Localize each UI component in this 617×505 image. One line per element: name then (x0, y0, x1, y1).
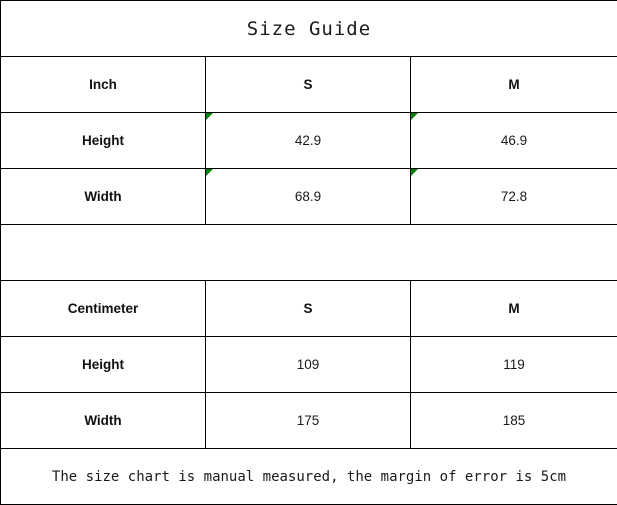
value-cm-height-m: 119 (410, 336, 617, 393)
value-text: 72.8 (500, 189, 528, 204)
column-header-inch-m: M (410, 56, 617, 113)
unit-header-centimeter: Centimeter (0, 280, 206, 337)
column-header-cm-s: S (205, 280, 411, 337)
comment-marker-icon (411, 113, 418, 120)
column-header-inch-s: S (205, 56, 411, 113)
comment-marker-icon (206, 169, 213, 176)
value-cm-height-s: 109 (205, 336, 411, 393)
table-row: Width 175 185 (0, 392, 617, 449)
column-header-cm-m: M (410, 280, 617, 337)
table-row: Height 109 119 (0, 336, 617, 393)
row-label-cm-width: Width (0, 392, 206, 449)
header-row-centimeter: Centimeter S M (0, 280, 617, 337)
footer-note-row: The size chart is manual measured, the m… (0, 448, 617, 505)
row-label-inch-width: Width (0, 168, 206, 225)
value-cm-width-m: 185 (410, 392, 617, 449)
table-row: Height 42.9 46.9 (0, 112, 617, 169)
comment-marker-icon (411, 169, 418, 176)
value-inch-height-s: 42.9 (205, 112, 411, 169)
value-inch-width-m: 72.8 (410, 168, 617, 225)
title-row: Size Guide (0, 0, 617, 57)
value-text: 68.9 (294, 189, 322, 204)
value-text: 46.9 (500, 133, 528, 148)
row-label-inch-height: Height (0, 112, 206, 169)
value-cm-width-s: 175 (205, 392, 411, 449)
value-inch-width-s: 68.9 (205, 168, 411, 225)
header-row-inch: Inch S M (0, 56, 617, 113)
comment-marker-icon (206, 113, 213, 120)
value-inch-height-m: 46.9 (410, 112, 617, 169)
measurement-disclaimer: The size chart is manual measured, the m… (0, 448, 617, 505)
spacer-row (0, 224, 617, 281)
unit-header-inch: Inch (0, 56, 206, 113)
value-text: 42.9 (294, 133, 322, 148)
spacer-cell (0, 224, 617, 281)
row-label-cm-height: Height (0, 336, 206, 393)
size-guide-title: Size Guide (0, 0, 617, 57)
table-row: Width 68.9 72.8 (0, 168, 617, 225)
